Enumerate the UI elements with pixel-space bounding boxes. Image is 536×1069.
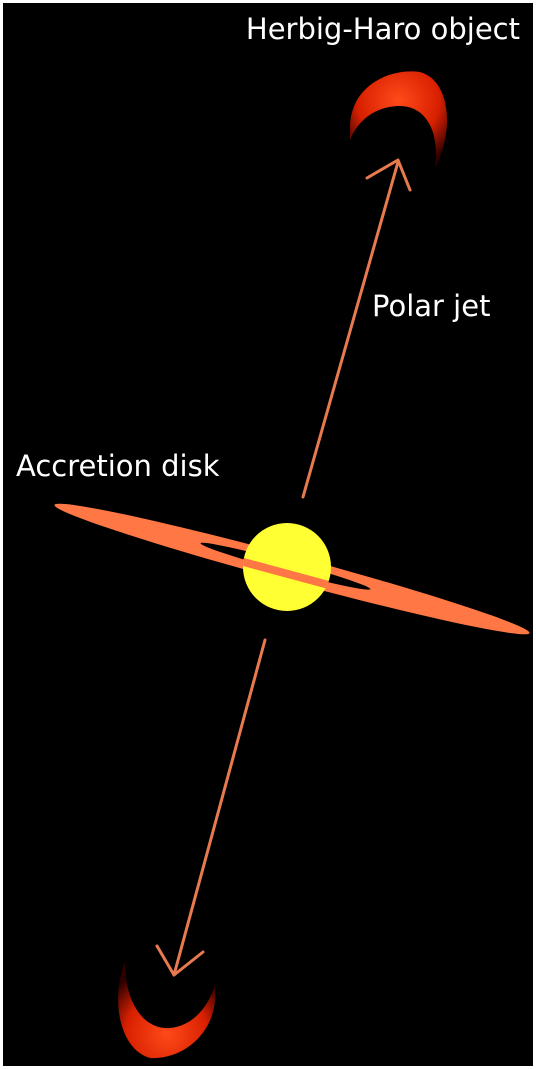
arrowhead-top — [365, 158, 412, 192]
polar-jet-top — [301, 160, 400, 499]
disk-front — [243, 541, 331, 605]
arrowhead-bottom — [155, 944, 205, 977]
herbig-haro-object-bottom — [118, 962, 216, 1059]
label-polar-jet: Polar jet — [372, 289, 490, 323]
star — [243, 523, 331, 611]
polar-jet-bottom — [172, 638, 267, 977]
label-herbig-haro: Herbig-Haro object — [246, 12, 520, 46]
label-accretion-disk: Accretion disk — [16, 449, 220, 483]
herbig-haro-object-top — [350, 71, 447, 168]
